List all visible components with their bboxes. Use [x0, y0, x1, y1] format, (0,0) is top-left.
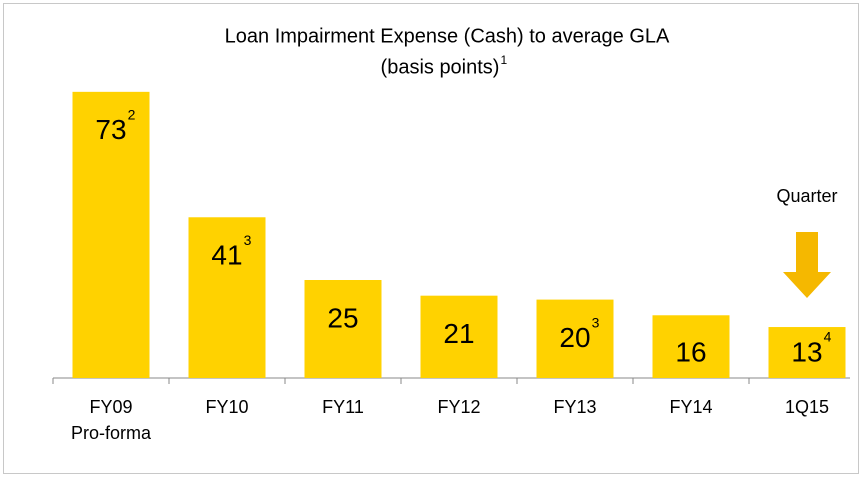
bar: [72, 91, 150, 378]
bar: [536, 299, 614, 378]
footnote-mark: 3: [592, 314, 600, 330]
x-tick-label: FY10: [205, 397, 248, 417]
x-tick-label: FY12: [437, 397, 480, 417]
x-tick-label: 1Q15: [785, 397, 829, 417]
bar: [652, 315, 730, 378]
subtitle-footnote: 1: [500, 53, 507, 67]
value-label: 20: [559, 322, 590, 353]
chart-subtitle: (basis points): [381, 56, 500, 78]
value-label: 25: [327, 302, 358, 333]
footnote-mark: 4: [824, 329, 832, 345]
x-tick-label: FY11: [322, 397, 364, 417]
footnote-mark: 3: [244, 232, 252, 248]
x-tick-label: FY14: [669, 397, 712, 417]
value-label: 16: [675, 336, 706, 367]
bar: [304, 280, 382, 378]
bar: [420, 295, 498, 378]
footnote-mark: 2: [128, 107, 136, 123]
value-label: 21: [443, 318, 474, 349]
chart-title: Loan Impairment Expense (Cash) to averag…: [225, 25, 670, 47]
annotation-arrow: [783, 232, 831, 298]
annotation: Quarter: [776, 186, 837, 206]
bar: [768, 327, 846, 378]
value-label: 13: [791, 336, 822, 367]
x-tick-label: FY13: [553, 397, 596, 417]
bar: [188, 217, 266, 378]
value-label: 41: [211, 240, 242, 271]
value-label: 73: [95, 114, 126, 145]
x-tick-label: FY09 Pro-forma: [71, 397, 152, 443]
